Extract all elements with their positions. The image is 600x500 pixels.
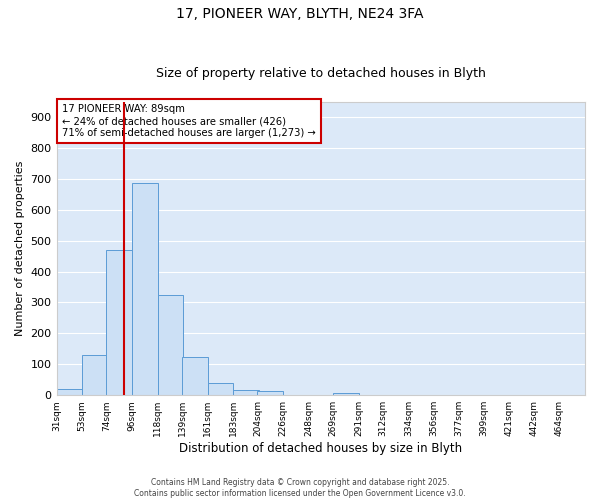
Bar (333, 392, 359, 395)
Y-axis label: Number of detached properties: Number of detached properties (15, 160, 25, 336)
Title: Size of property relative to detached houses in Blyth: Size of property relative to detached ho… (156, 66, 486, 80)
Text: 17 PIONEER WAY: 89sqm
← 24% of detached houses are smaller (426)
71% of semi-det: 17 PIONEER WAY: 89sqm ← 24% of detached … (62, 104, 316, 138)
Bar (208, 384, 233, 395)
X-axis label: Distribution of detached houses by size in Blyth: Distribution of detached houses by size … (179, 442, 463, 455)
Bar (106, 250, 132, 395)
Bar (182, 356, 208, 395)
Text: 17, PIONEER WAY, BLYTH, NE24 3FA: 17, PIONEER WAY, BLYTH, NE24 3FA (176, 8, 424, 22)
Bar (132, 184, 158, 395)
Bar (283, 394, 308, 395)
Bar (158, 294, 183, 395)
Bar (56, 389, 82, 395)
Bar (82, 355, 107, 395)
Bar (233, 390, 259, 395)
Text: Contains HM Land Registry data © Crown copyright and database right 2025.
Contai: Contains HM Land Registry data © Crown c… (134, 478, 466, 498)
Bar (257, 392, 283, 395)
